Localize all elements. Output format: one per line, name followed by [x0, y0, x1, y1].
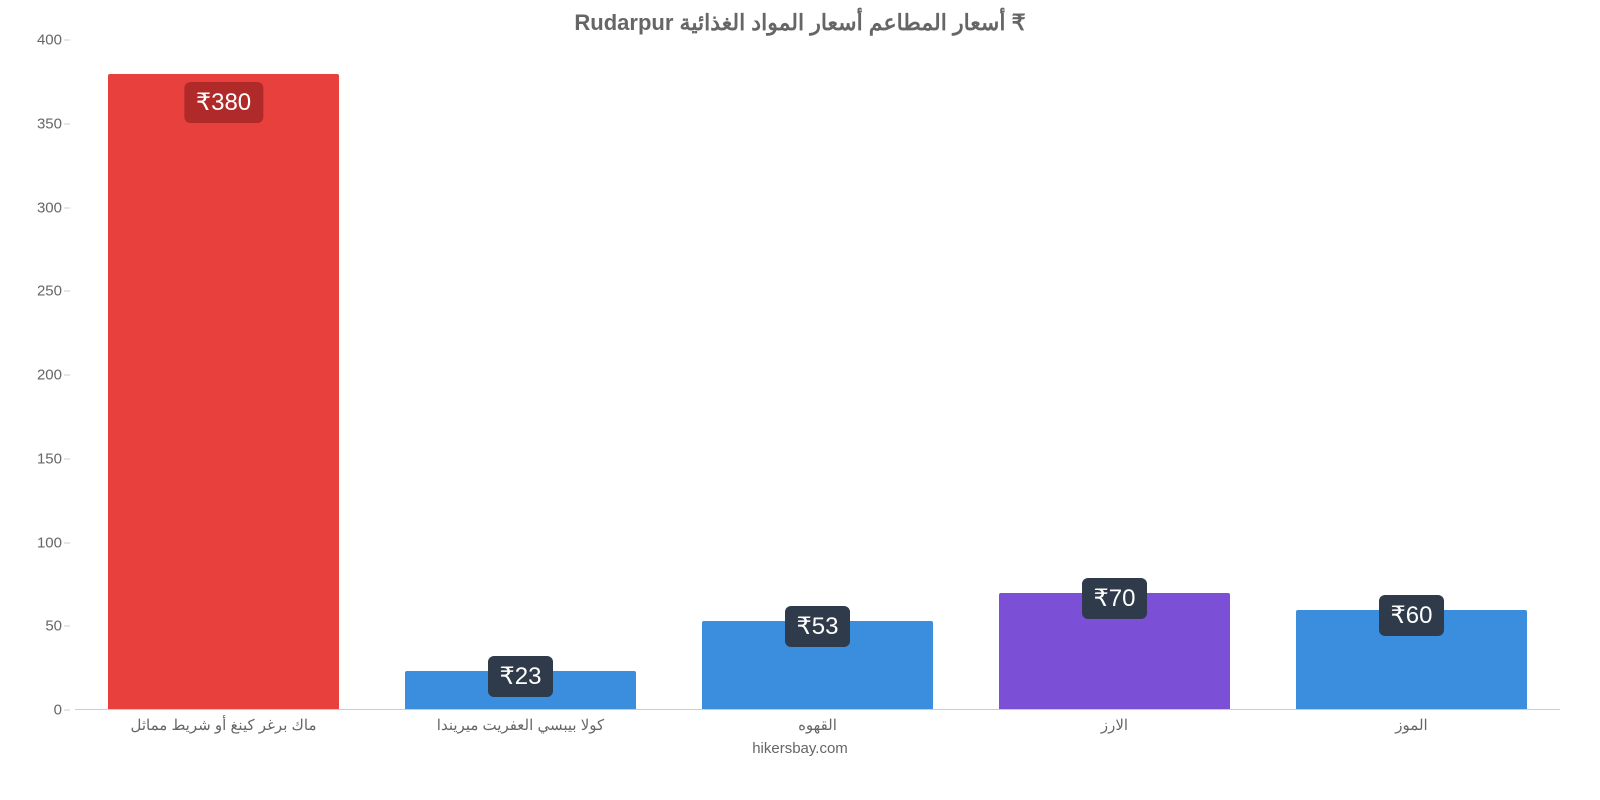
plot-area: 050100150200250300350400 ₹380₹23₹53₹70₹6… [75, 40, 1560, 710]
y-tick-label: 50 [45, 618, 62, 635]
x-category-label: الارز [966, 716, 1263, 734]
bar-value-label: ₹60 [1379, 595, 1445, 636]
x-baseline [75, 709, 1560, 710]
bar-value-label: ₹70 [1082, 578, 1148, 619]
bar-slot: ₹70 [966, 40, 1263, 710]
x-category-label: الموز [1263, 716, 1560, 734]
bar-value-label: ₹23 [488, 656, 554, 697]
y-tick-mark [64, 207, 70, 208]
y-tick-mark [64, 542, 70, 543]
y-tick-mark [64, 375, 70, 376]
y-tick-label: 250 [37, 283, 62, 300]
y-tick-label: 400 [37, 32, 62, 49]
y-tick-label: 0 [54, 702, 62, 719]
x-category-label: القهوه [669, 716, 966, 734]
bar-slot: ₹23 [372, 40, 669, 710]
bar: ₹70 [999, 593, 1231, 710]
bar-value-label: ₹53 [785, 606, 851, 647]
bar: ₹380 [108, 74, 340, 711]
bar: ₹60 [1296, 610, 1528, 711]
chart-title: ₹ أسعار المطاعم أسعار المواد الغذائية Ru… [20, 10, 1580, 36]
x-axis: ماك برغر كينغ أو شريط مماثلكولا بيبسي ال… [75, 716, 1560, 734]
y-tick-mark [64, 710, 70, 711]
y-tick-mark [64, 291, 70, 292]
y-tick-label: 150 [37, 450, 62, 467]
y-axis: 050100150200250300350400 [20, 40, 70, 710]
chart-container: ₹ أسعار المطاعم أسعار المواد الغذائية Ru… [0, 0, 1600, 800]
x-category-label: ماك برغر كينغ أو شريط مماثل [75, 716, 372, 734]
bar: ₹23 [405, 671, 637, 710]
bar-slot: ₹53 [669, 40, 966, 710]
bar-value-label: ₹380 [184, 82, 263, 123]
bars-container: ₹380 ₹23 ₹53 ₹70 ₹60 [75, 40, 1560, 710]
y-tick-label: 300 [37, 199, 62, 216]
credit-text: hikersbay.com [20, 740, 1580, 757]
y-tick-mark [64, 458, 70, 459]
y-tick-mark [64, 626, 70, 627]
y-tick-mark [64, 40, 70, 41]
y-tick-label: 350 [37, 115, 62, 132]
y-tick-mark [64, 123, 70, 124]
bar-slot: ₹60 [1263, 40, 1560, 710]
x-category-label: كولا بيبسي العفريت ميريندا [372, 716, 669, 734]
bar: ₹53 [702, 621, 934, 710]
bar-slot: ₹380 [75, 40, 372, 710]
y-tick-label: 200 [37, 367, 62, 384]
y-tick-label: 100 [37, 534, 62, 551]
